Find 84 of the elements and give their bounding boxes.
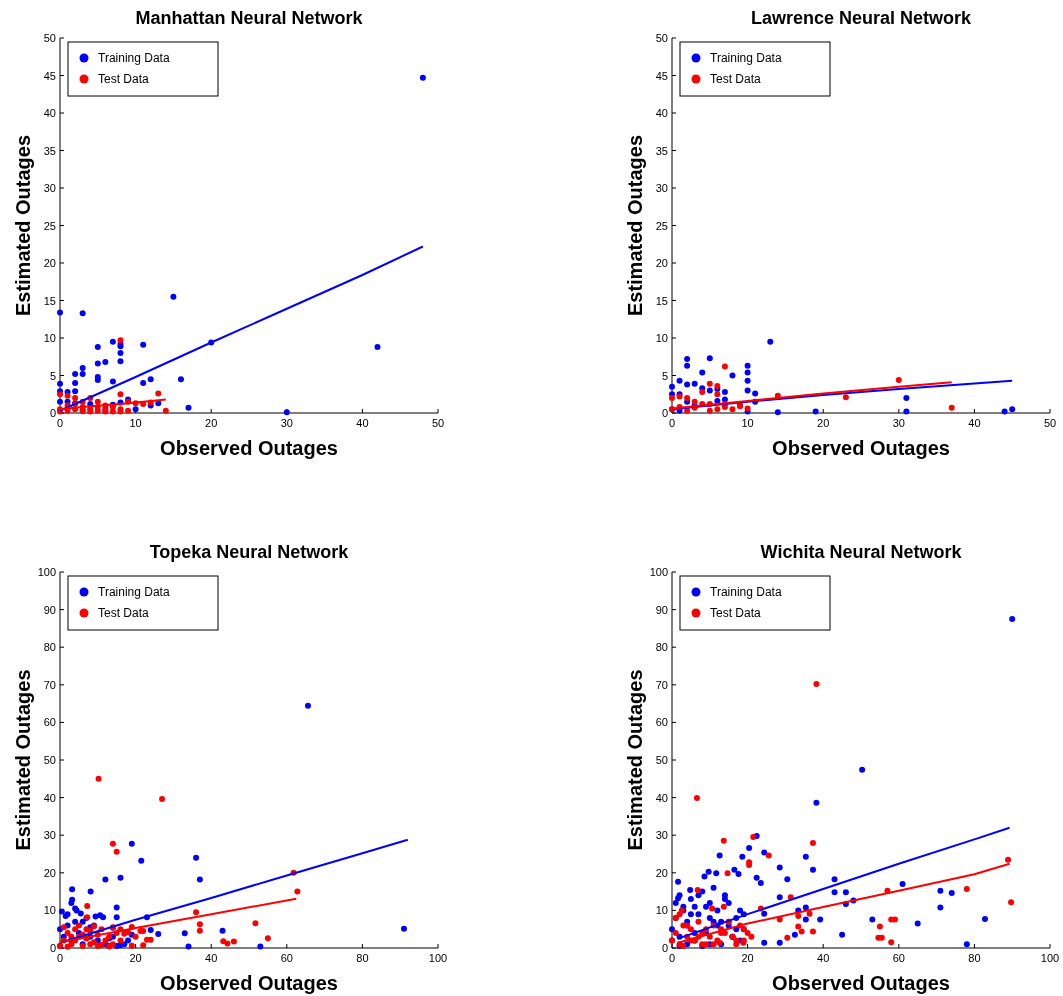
y-tick-label: 30 [655, 182, 668, 194]
x-tick-label: 30 [280, 417, 293, 429]
y-tick-label: 30 [43, 829, 56, 842]
y-tick-label: 30 [43, 182, 56, 194]
y-tick-label: 35 [655, 144, 668, 157]
x-tick-label: 20 [817, 417, 830, 429]
x-tick-label: 10 [129, 417, 142, 429]
x-tick-label: 30 [892, 417, 905, 429]
y-axis-title: Estimated Outages [624, 669, 646, 851]
x-axis-title: Observed Outages [160, 437, 338, 459]
x-tick-label: 60 [280, 952, 293, 964]
legend-label: Test Data [710, 606, 762, 620]
y-tick-label: 15 [43, 294, 56, 307]
y-tick-label: 30 [655, 829, 668, 842]
y-tick-label: 100 [649, 566, 668, 578]
chart-title: Wichita Neural Network [760, 542, 963, 562]
y-tick-label: 20 [43, 257, 56, 269]
y-tick-label: 5 [49, 369, 56, 382]
chart-title: Manhattan Neural Network [135, 8, 364, 28]
y-tick-label: 10 [655, 904, 668, 917]
y-tick-label: 80 [43, 641, 56, 654]
legend-label: Training Data [710, 51, 782, 65]
x-tick-label: 40 [205, 952, 218, 964]
y-axis-title: Estimated Outages [12, 669, 34, 851]
x-axis-title: Observed Outages [772, 437, 950, 459]
y-tick-label: 70 [655, 678, 668, 691]
y-tick-label: 60 [655, 716, 668, 729]
y-tick-label: 90 [655, 603, 668, 616]
y-tick-label: 80 [655, 641, 668, 654]
x-tick-label: 20 [741, 952, 754, 964]
y-tick-label: 0 [49, 407, 56, 419]
x-tick-label: 100 [428, 952, 448, 964]
x-axis-title: Observed Outages [160, 972, 338, 994]
y-tick-label: 10 [43, 332, 56, 344]
y-tick-label: 100 [37, 566, 56, 578]
y-tick-label: 50 [43, 754, 56, 766]
y-tick-label: 40 [655, 107, 668, 119]
x-axis-title: Observed Outages [772, 972, 950, 994]
legend-label: Training Data [98, 51, 170, 65]
y-tick-label: 45 [43, 69, 56, 82]
x-tick-label: 40 [968, 417, 981, 429]
y-tick-label: 20 [43, 866, 56, 879]
y-tick-label: 10 [655, 332, 668, 344]
x-tick-label: 60 [892, 952, 905, 964]
x-tick-label: 50 [431, 417, 445, 429]
y-tick-label: 15 [655, 294, 668, 307]
x-tick-label: 20 [205, 417, 218, 429]
y-tick-label: 35 [43, 144, 56, 157]
y-tick-label: 50 [655, 32, 668, 44]
y-tick-label: 50 [43, 32, 56, 44]
y-tick-label: 40 [43, 791, 56, 804]
y-tick-label: 40 [43, 107, 56, 119]
y-axis-title: Estimated Outages [12, 134, 34, 317]
y-axis-title: Estimated Outages [624, 134, 646, 317]
legend-label: Training Data [710, 585, 782, 599]
y-tick-label: 0 [49, 942, 56, 954]
x-tick-label: 40 [817, 952, 830, 964]
y-tick-label: 10 [43, 904, 56, 917]
y-tick-label: 90 [43, 603, 56, 616]
chart-title: Lawrence Neural Network [750, 8, 973, 28]
y-tick-label: 50 [655, 754, 668, 766]
y-tick-label: 45 [655, 69, 668, 82]
legend-label: Test Data [98, 72, 150, 86]
legend-label: Training Data [98, 585, 170, 599]
x-tick-label: 40 [356, 417, 369, 429]
x-tick-label: 10 [741, 417, 754, 429]
x-tick-label: 50 [1043, 417, 1057, 429]
x-tick-label: 80 [356, 952, 369, 964]
y-tick-label: 25 [655, 219, 668, 232]
y-tick-label: 70 [43, 678, 56, 691]
y-tick-label: 60 [43, 716, 56, 729]
y-tick-label: 20 [655, 866, 668, 879]
y-tick-label: 0 [661, 407, 668, 419]
chart-title: Topeka Neural Network [149, 542, 350, 562]
x-tick-label: 20 [129, 952, 142, 964]
y-tick-label: 25 [43, 219, 56, 232]
x-tick-label: 100 [1040, 952, 1060, 964]
y-tick-label: 0 [661, 942, 668, 954]
x-tick-label: 80 [968, 952, 981, 964]
legend-label: Test Data [98, 606, 150, 620]
y-tick-label: 40 [655, 791, 668, 804]
legend-label: Test Data [710, 72, 762, 86]
y-tick-label: 20 [655, 257, 668, 269]
y-tick-label: 5 [661, 369, 668, 382]
